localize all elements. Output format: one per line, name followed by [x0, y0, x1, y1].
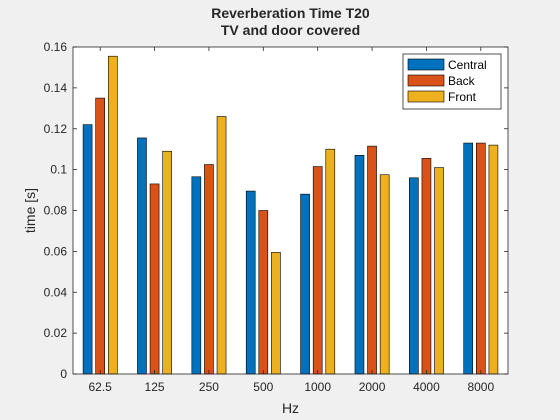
bar-back-2000 [367, 145, 377, 375]
bar-central-2000 [354, 155, 365, 375]
y-tick-label: 0.06 [44, 244, 68, 258]
bars-group [82, 55, 499, 375]
y-tick-label: 0.04 [44, 285, 68, 299]
bar-central-500 [245, 190, 256, 375]
x-tick-label: 4000 [413, 380, 440, 394]
x-tick-label: 125 [145, 380, 165, 394]
bar-front-125 [162, 150, 172, 375]
x-tick-label: 1000 [304, 380, 331, 394]
chart-title: Reverberation Time T20 [211, 5, 370, 21]
bar-central-250 [191, 176, 202, 375]
bar-back-1000 [312, 166, 323, 375]
x-tick-label: 8000 [467, 380, 494, 394]
bar-central-4000 [409, 177, 419, 375]
legend-swatch-back [407, 74, 445, 87]
y-tick-label: 0.16 [44, 40, 68, 54]
legend-label-central: Central [448, 58, 487, 72]
x-tick-label: 62.5 [89, 380, 113, 394]
legend-label-front: Front [448, 90, 477, 104]
legend-swatch-central [407, 58, 445, 71]
bar-back-500 [258, 210, 269, 375]
bar-front-500 [271, 252, 281, 375]
x-tick-label: 500 [253, 380, 273, 394]
y-tick-label: 0.14 [44, 81, 68, 95]
bar-central-1000 [300, 193, 310, 375]
legend-label-back: Back [448, 74, 476, 88]
bar-front-250 [216, 116, 227, 375]
bar-back-4000 [421, 158, 432, 375]
x-tick-label: 250 [199, 380, 219, 394]
y-tick-label: 0.02 [44, 326, 68, 340]
y-tick-label: 0.1 [50, 163, 67, 177]
x-axis-label: Hz [282, 400, 299, 416]
bar-front-4000 [434, 167, 444, 375]
bar-front-1000 [325, 148, 336, 375]
bar-front-8000 [488, 144, 499, 375]
y-axis-label: time [s] [22, 188, 38, 233]
bar-central-62-5 [82, 124, 93, 375]
bar-back-8000 [476, 142, 486, 375]
bar-central-8000 [463, 142, 474, 375]
plot-frame [72, 46, 509, 375]
bar-back-62-5 [95, 97, 105, 375]
bar-front-2000 [379, 174, 390, 375]
y-tick-label: 0.08 [44, 204, 68, 218]
x-tick-label: 2000 [359, 380, 386, 394]
bar-central-125 [137, 137, 147, 375]
bar-front-62-5 [107, 55, 118, 375]
bar-back-250 [204, 164, 214, 375]
y-tick-label: 0 [60, 367, 67, 381]
y-tick-label: 0.12 [44, 122, 68, 136]
chart-subtitle: TV and door covered [221, 22, 360, 38]
legend-swatch-front [407, 90, 445, 103]
bar-back-125 [149, 183, 160, 375]
x-axis-ticks: 62.5 125 250 500 1000 2000 4000 8000 [89, 47, 494, 394]
legend: Central Back Front [402, 53, 502, 110]
